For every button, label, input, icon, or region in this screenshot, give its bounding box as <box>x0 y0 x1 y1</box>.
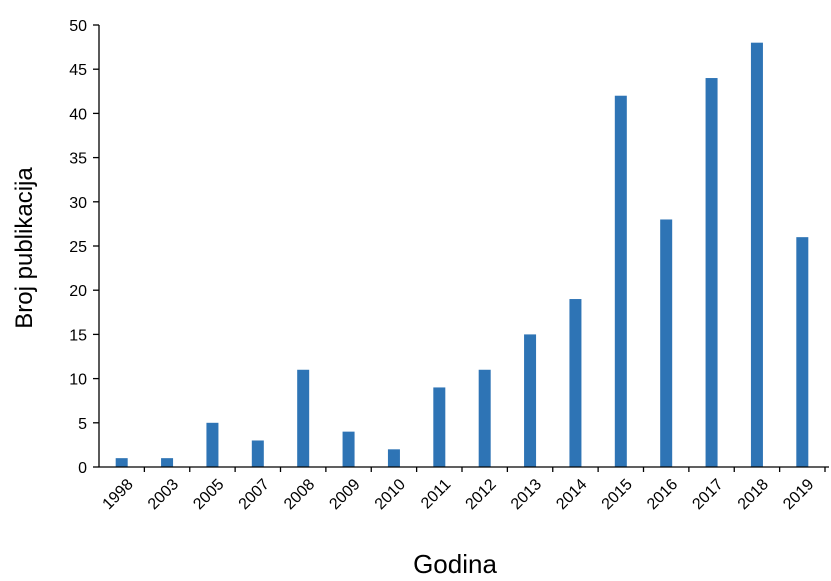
y-tick-label: 45 <box>69 62 87 79</box>
y-axis-title: Broj publikacija <box>11 167 38 329</box>
x-tick-label: 2013 <box>508 476 545 513</box>
y-axis-ticks: 0 5 10 15 20 25 30 35 40 45 50 <box>69 18 99 477</box>
x-tick-label: 2007 <box>236 476 273 513</box>
bar-2015 <box>614 95 627 467</box>
y-tick-label: 50 <box>69 18 87 35</box>
x-axis-ticks: 1998 2003 2005 2007 2008 2009 2010 2011 2012 2013… <box>100 467 826 513</box>
x-axis-title: Godina <box>413 549 497 579</box>
bar-2019 <box>796 237 809 467</box>
x-tick-label: 2017 <box>689 476 726 513</box>
bar-2011 <box>433 387 446 467</box>
bar-2017 <box>705 78 718 467</box>
y-tick-label: 25 <box>69 239 87 256</box>
bar-2008 <box>297 369 310 467</box>
y-tick-label: 40 <box>69 106 87 123</box>
bar-1998 <box>115 458 128 467</box>
x-tick-label: 2019 <box>780 476 817 513</box>
bar-2018 <box>750 42 763 468</box>
bar-2014 <box>569 299 582 467</box>
y-tick-label: 30 <box>69 195 87 212</box>
y-tick-label: 10 <box>69 372 87 389</box>
bar-2005 <box>206 422 219 467</box>
x-tick-label: 2005 <box>190 476 227 513</box>
bar-2009 <box>342 431 355 467</box>
x-tick-label: 2012 <box>463 476 500 513</box>
x-tick-label: 2010 <box>372 476 409 513</box>
x-tick-label: 2009 <box>326 476 363 513</box>
x-tick-label: 2014 <box>553 476 590 513</box>
bars <box>115 42 809 468</box>
bar-2012 <box>478 369 491 467</box>
x-tick-label: 2016 <box>644 476 681 513</box>
y-tick-label: 35 <box>69 151 87 168</box>
bar-2013 <box>524 334 537 467</box>
y-tick-label: 0 <box>78 460 87 477</box>
bar-2010 <box>387 449 400 467</box>
bar-2007 <box>251 440 264 467</box>
x-tick-label: 2018 <box>735 476 772 513</box>
y-tick-label: 20 <box>69 283 87 300</box>
x-tick-label: 2008 <box>281 476 318 513</box>
y-tick-label: 15 <box>69 327 87 344</box>
x-tick-label: 2011 <box>418 476 454 512</box>
x-tick-label: 2015 <box>599 476 636 513</box>
x-tick-label: 1998 <box>100 476 137 513</box>
bar-2003 <box>161 458 174 467</box>
bar-2016 <box>660 219 673 467</box>
y-tick-label: 5 <box>78 416 87 433</box>
x-tick-label: 2003 <box>145 476 182 513</box>
